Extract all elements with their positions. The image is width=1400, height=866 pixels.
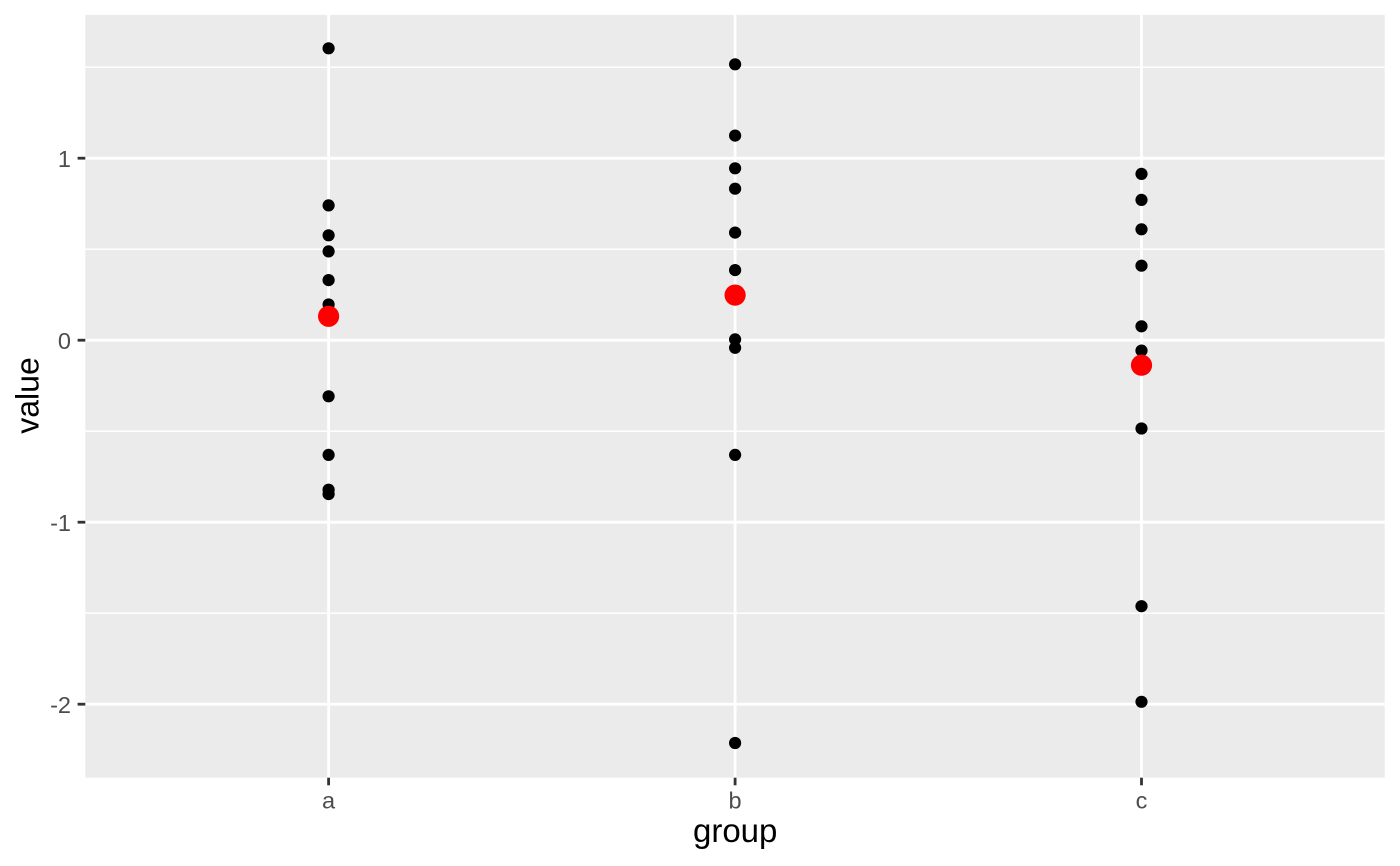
svg-text:c: c xyxy=(1136,787,1148,813)
svg-text:a: a xyxy=(322,787,336,813)
svg-text:0: 0 xyxy=(58,328,71,354)
svg-text:-2: -2 xyxy=(50,692,71,718)
svg-text:b: b xyxy=(729,787,742,813)
svg-text:-1: -1 xyxy=(50,510,71,536)
svg-text:value: value xyxy=(10,357,46,434)
svg-text:group: group xyxy=(693,812,777,849)
svg-text:1: 1 xyxy=(58,146,71,172)
